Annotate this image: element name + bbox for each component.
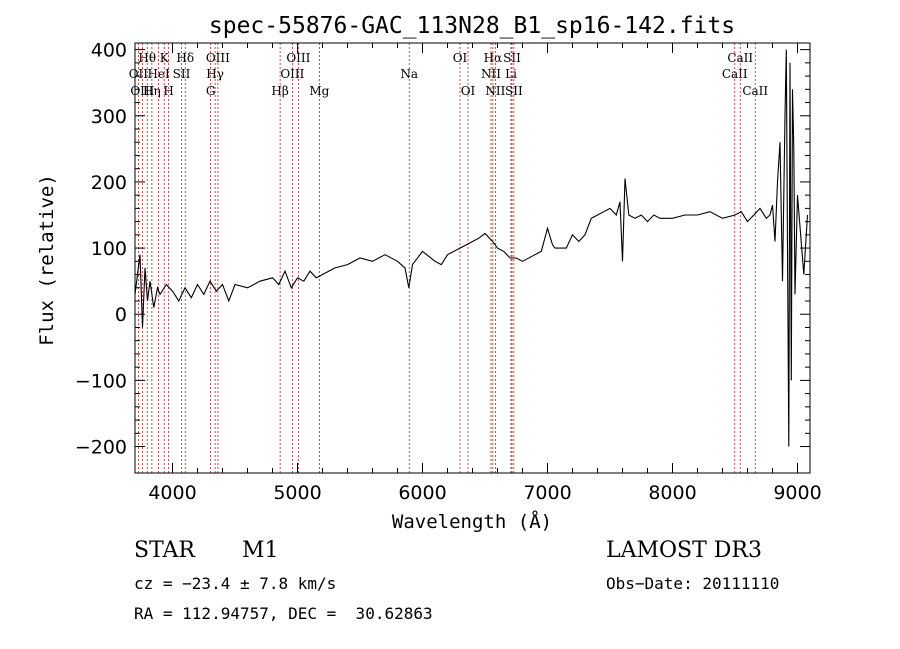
series-layer xyxy=(135,49,809,447)
object-subclass: M1 xyxy=(242,538,279,563)
observation-date: Obs−Date: 20111110 xyxy=(606,574,780,593)
x-tick-label: 7000 xyxy=(523,482,571,504)
spectral-line-label: Hγ xyxy=(206,67,224,81)
x-tick-label: 4000 xyxy=(148,482,196,504)
spectral-line-label: CaII xyxy=(727,51,753,65)
plot-frame xyxy=(134,42,811,474)
spectral-line-label: Hα xyxy=(484,51,503,65)
y-tick-label: 200 xyxy=(91,172,127,194)
y-tick-label: 300 xyxy=(91,106,127,128)
spectral-line-label: OI xyxy=(453,51,468,65)
spectral-line-label: Hη xyxy=(143,84,161,98)
spectral-line-label: NII xyxy=(485,84,505,98)
spectral-line-label: Mg xyxy=(309,84,329,98)
spectral-line-label: OI xyxy=(461,84,476,98)
y-tick-label: 0 xyxy=(115,304,127,326)
spectral-line-label: Li xyxy=(505,67,517,81)
survey-name: LAMOST DR3 xyxy=(606,538,762,563)
x-tick-label: 8000 xyxy=(648,482,696,504)
chart-title: spec-55876-GAC_113N28_B1_sp16-142.fits xyxy=(209,13,735,39)
y-axis-label: Flux (relative) xyxy=(36,174,58,346)
spectral-line-label: G xyxy=(206,84,216,98)
y-tick-label: 400 xyxy=(91,40,127,62)
spectral-line-label: SII xyxy=(505,84,523,98)
spectral-line-label: NII xyxy=(481,67,501,81)
spectral-line-label: Hβ xyxy=(271,84,288,98)
spectral-line-label: OIII xyxy=(280,67,304,81)
coordinates: RA = 112.94757, DEC = 30.62863 xyxy=(134,604,433,623)
axis-ticks: 4000 5000 6000 7000 8000 9000 −200 −100 0 100 300 2… xyxy=(75,40,822,504)
spectral-line-label: CaII xyxy=(742,84,768,98)
object-class: STAR xyxy=(134,538,195,563)
x-tick-label: 5000 xyxy=(273,482,321,504)
spectral-line-label: SII xyxy=(503,51,521,65)
y-tick-label: −200 xyxy=(75,437,127,459)
redshift-cz: cz = −23.4 ± 7.8 km/s xyxy=(134,574,337,593)
spectrum-series-line xyxy=(135,49,809,447)
spectral-line-label: OII xyxy=(129,67,149,81)
x-tick-label: 9000 xyxy=(773,482,821,504)
spectral-line-label: Na xyxy=(400,67,418,81)
spectral-line-label: H xyxy=(163,84,173,98)
x-tick-label: 6000 xyxy=(398,482,446,504)
x-axis-label: Wavelength (Å) xyxy=(392,510,552,533)
spectral-line-label: OIII xyxy=(286,51,310,65)
spectral-line-label: CaII xyxy=(722,67,748,81)
spectral-line-label: HeI xyxy=(147,67,170,81)
y-tick-label: −100 xyxy=(75,370,127,392)
spectral-line-label: OIII xyxy=(206,51,230,65)
spectral-line-label: SII xyxy=(173,67,191,81)
y-tick-label: 100 xyxy=(91,238,127,260)
spectral-line-label: Hδ xyxy=(176,51,194,65)
spectral-line-label: OIII xyxy=(130,84,154,98)
spectral-line-label: K xyxy=(160,51,170,65)
spectral-line-label: Hθ xyxy=(138,51,156,65)
